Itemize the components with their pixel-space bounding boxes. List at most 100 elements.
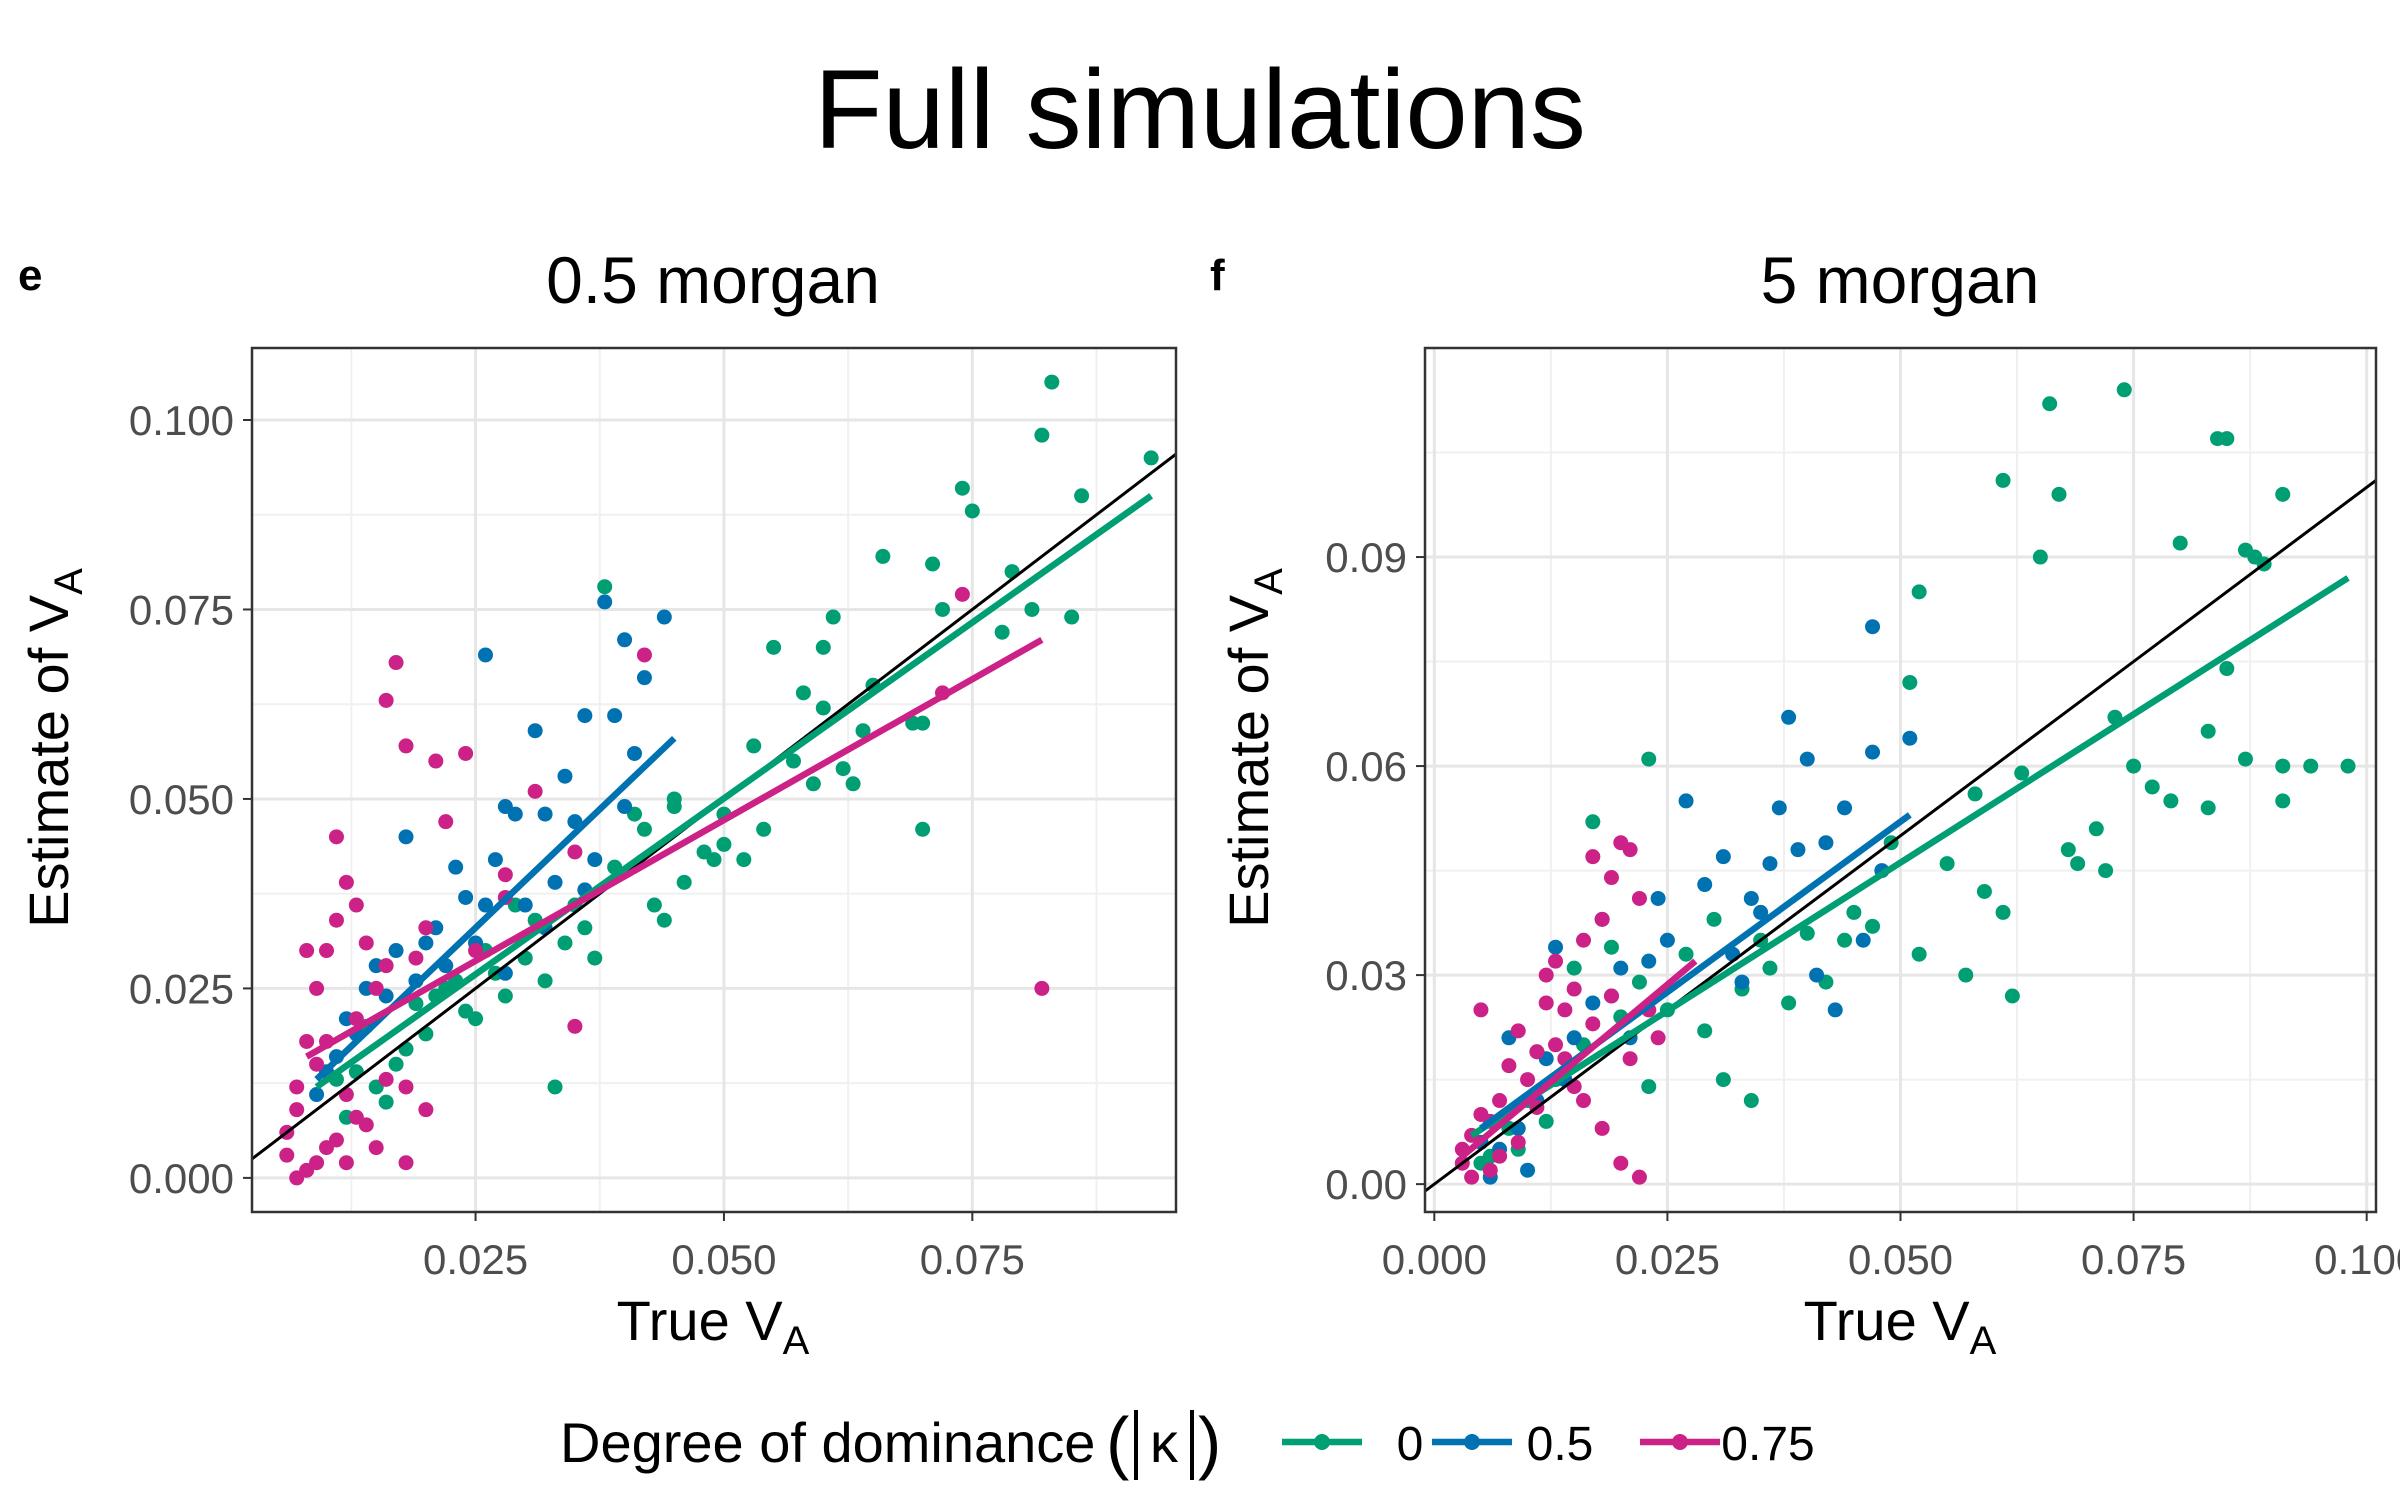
y-axis-title-e: Estimate of VA <box>17 568 91 928</box>
data-point <box>1594 911 1610 927</box>
data-point <box>1034 980 1050 996</box>
fit-line-0.5 <box>1479 812 1912 1132</box>
data-point <box>2275 793 2291 809</box>
data-point <box>378 692 394 708</box>
data-point <box>1641 953 1657 969</box>
data-point <box>676 874 692 890</box>
data-point <box>1818 835 1834 851</box>
data-point <box>1585 1016 1601 1032</box>
x-tick-label: 0.075 <box>2081 1236 2186 1283</box>
data-point <box>1492 1148 1508 1164</box>
data-point <box>1641 1079 1657 1095</box>
data-point <box>666 799 682 815</box>
data-point <box>328 829 344 845</box>
legend-keys: 0 0.5 0.75 <box>1282 1418 1815 1471</box>
data-point <box>1622 842 1638 858</box>
data-point <box>2032 549 2048 565</box>
data-point <box>994 624 1010 640</box>
y-tick-label: 0.000 <box>129 1155 234 1202</box>
legend-paren-open: ( <box>1106 1403 1129 1481</box>
data-point <box>497 799 513 815</box>
data-point <box>328 912 344 928</box>
legend-paren-close: ) <box>1198 1403 1221 1481</box>
data-point <box>2172 535 2188 551</box>
data-point <box>577 920 593 936</box>
data-point <box>716 836 732 852</box>
data-point <box>418 1102 434 1118</box>
data-point <box>468 943 484 959</box>
data-point <box>597 579 613 595</box>
data-point <box>2144 779 2160 795</box>
data-point <box>309 980 325 996</box>
data-point <box>1510 1134 1526 1150</box>
data-point <box>1650 1030 1666 1046</box>
y-axis-title-f: Estimate of VA <box>1217 568 1291 928</box>
data-point <box>964 503 980 519</box>
data-point <box>766 639 782 655</box>
data-point <box>1074 488 1090 504</box>
data-point <box>1529 1044 1545 1060</box>
data-point <box>1865 619 1881 635</box>
data-point <box>617 799 633 815</box>
data-point <box>1622 1051 1638 1067</box>
data-point <box>1143 450 1159 466</box>
legend-title: Degree of dominance <box>560 1411 1095 1474</box>
data-point <box>1995 904 2011 920</box>
data-point <box>785 753 801 769</box>
data-point <box>1631 890 1647 906</box>
data-point <box>309 1056 325 1072</box>
data-point <box>2200 800 2216 816</box>
data-point <box>1967 786 1983 802</box>
data-point <box>1576 1093 1591 1109</box>
data-point <box>547 1079 563 1095</box>
data-point <box>815 639 831 655</box>
data-point <box>2060 842 2076 858</box>
data-point <box>458 1003 474 1019</box>
data-point <box>1631 1169 1647 1185</box>
panel-subtitle-f: 5 morgan <box>1761 243 2040 317</box>
legend: Degree of dominance ( κ ) 0 0.5 0.75 <box>560 1403 1815 1481</box>
data-point <box>587 950 603 966</box>
data-point <box>1911 946 1927 962</box>
data-point <box>1715 849 1731 865</box>
x-tick-label: 0.050 <box>671 1236 776 1283</box>
x-axis-title-f: True VA <box>1804 1289 1997 1363</box>
data-point <box>2340 758 2356 774</box>
data-point <box>319 1140 335 1156</box>
x-tick-label: 0.000 <box>1382 1236 1487 1283</box>
data-point <box>736 852 752 868</box>
data-point <box>1659 932 1675 948</box>
data-point <box>1566 960 1582 976</box>
data-point <box>1865 744 1881 760</box>
data-point <box>348 1109 364 1125</box>
data-point <box>805 776 821 792</box>
data-point <box>2219 431 2235 447</box>
y-tick-label: 0.075 <box>129 586 234 633</box>
data-point <box>1837 932 1853 948</box>
data-point <box>2163 793 2179 809</box>
data-point <box>1697 877 1713 893</box>
data-point <box>368 980 384 996</box>
data-point <box>1613 1155 1629 1171</box>
data-point <box>1576 932 1591 948</box>
data-point <box>537 806 553 822</box>
y-tick-label: 0.050 <box>129 776 234 823</box>
panel-letter-f: f <box>1210 251 1225 300</box>
data-point <box>1743 890 1759 906</box>
data-point <box>309 1087 325 1103</box>
data-point <box>915 821 931 837</box>
data-point <box>1585 849 1601 865</box>
y-tick-label: 0.06 <box>1325 743 1407 790</box>
data-point <box>1520 1162 1536 1178</box>
data-point <box>1538 1113 1554 1129</box>
data-point <box>2275 758 2291 774</box>
data-point <box>825 609 841 625</box>
data-point <box>954 480 970 496</box>
data-point <box>607 708 623 724</box>
data-point <box>696 844 712 860</box>
series-0.5-points <box>309 594 672 1103</box>
y-tick-label: 0.100 <box>129 397 234 444</box>
data-point <box>1995 472 2011 488</box>
data-point <box>1520 1072 1536 1088</box>
data-point <box>2219 661 2235 677</box>
